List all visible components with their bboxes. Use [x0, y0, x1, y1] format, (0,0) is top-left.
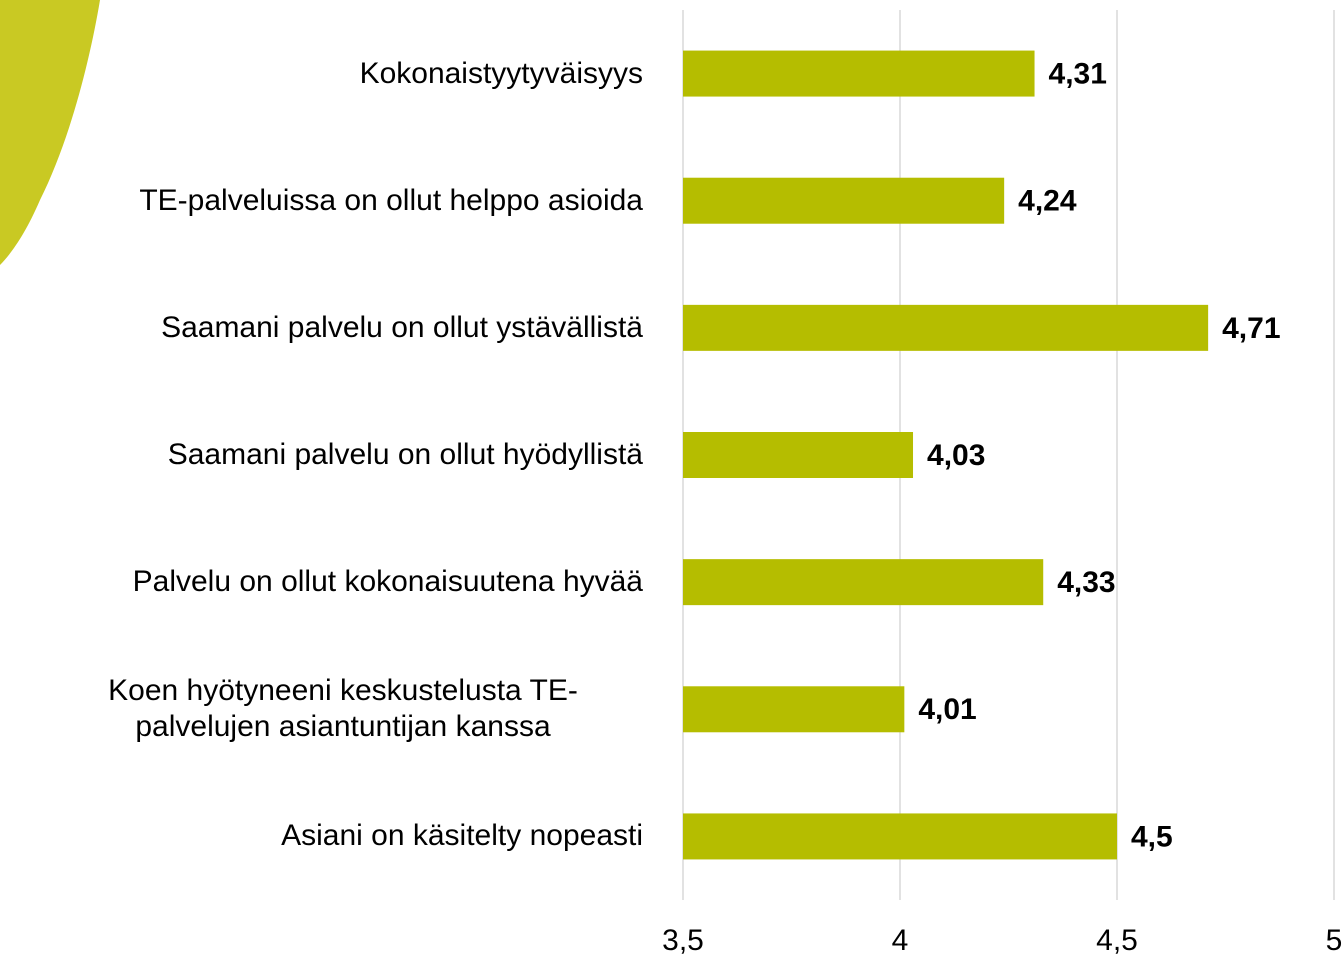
value-label: 4,33	[1057, 566, 1115, 599]
bar	[683, 177, 1005, 224]
bar	[683, 50, 1035, 97]
category-label: Saamani palvelu on ollut hyödyllistä	[3, 437, 643, 473]
bar	[683, 686, 905, 733]
category-text: Koen hyötyneeni keskustelusta TE-palvelu…	[108, 674, 578, 744]
x-tick-label: 4,5	[1096, 924, 1138, 957]
category-label: Koen hyötyneeni keskustelusta TE-palvelu…	[3, 673, 643, 745]
value-label: 4,71	[1222, 312, 1280, 345]
decoration	[0, 0, 100, 265]
value-label: 4,31	[1049, 57, 1107, 90]
category-text: Asiani on käsitelty nopeasti	[281, 819, 643, 853]
x-tick-label: 5	[1326, 924, 1343, 957]
bar	[683, 432, 914, 478]
category-label: TE-palveluissa on ollut helppo asioida	[3, 183, 643, 219]
bar	[683, 813, 1117, 860]
value-label: 4,03	[927, 439, 985, 472]
value-label: 4,01	[918, 693, 976, 726]
category-text: TE-palveluissa on ollut helppo asioida	[139, 183, 643, 217]
value-label: 4,5	[1131, 820, 1173, 853]
category-label: Palvelu on ollut kokonaisuutena hyvää	[3, 564, 643, 600]
value-label: 4,24	[1018, 185, 1077, 218]
bar	[683, 559, 1044, 606]
x-tick-label: 3,5	[662, 924, 704, 957]
category-text: Saamani palvelu on ollut hyödyllistä	[167, 438, 643, 471]
x-tick-label: 4	[892, 924, 909, 957]
category-label: Asiani on käsitelty nopeasti	[3, 818, 643, 854]
category-label: Saamani palvelu on ollut ystävällistä	[3, 310, 643, 346]
category-label: Kokonaistyytyväisyys	[3, 56, 643, 92]
category-text: Kokonaistyytyväisyys	[359, 56, 643, 90]
bar	[683, 304, 1209, 351]
category-text: Saamani palvelu on ollut ystävällistä	[161, 310, 643, 344]
category-text: Palvelu on ollut kokonaisuutena hyvää	[132, 565, 643, 599]
